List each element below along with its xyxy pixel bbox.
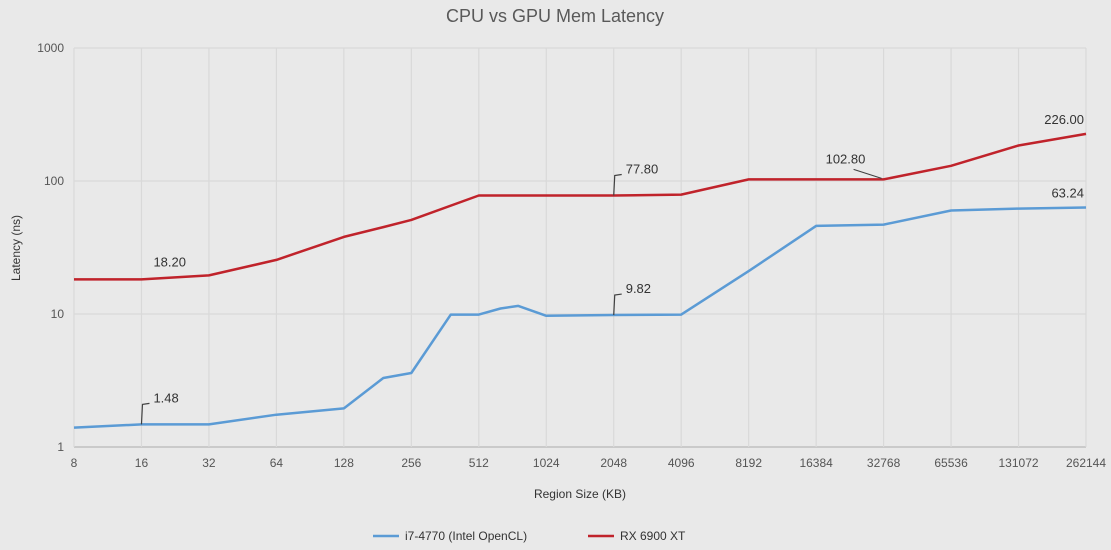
gridlines: [73, 47, 1087, 448]
legend: i7-4770 (Intel OpenCL) RX 6900 XT: [373, 529, 686, 543]
x-tick-label: 128: [334, 456, 354, 470]
y-axis-label: Latency (ns): [9, 215, 23, 281]
x-tick-label: 32768: [867, 456, 901, 470]
series-lines: [73, 132, 1087, 429]
label-leader: [140, 402, 150, 425]
data-labels: 1.48 9.82 63.24 18.20 77.80 102.80 226.00: [140, 112, 1084, 425]
y-axis-ticks: 1 10 100 1000: [37, 41, 64, 454]
x-tick-label: 65536: [934, 456, 968, 470]
chart-title: CPU vs GPU Mem Latency: [446, 6, 664, 26]
x-tick-label: 256: [401, 456, 421, 470]
x-tick-label: 2048: [600, 456, 627, 470]
series-line-cpu: [73, 206, 1087, 429]
x-tick-label: 8192: [735, 456, 762, 470]
x-tick-label: 1024: [533, 456, 560, 470]
x-tick-label: 4096: [668, 456, 695, 470]
label-leader: [853, 168, 882, 179]
x-tick-label: 64: [270, 456, 284, 470]
x-tick-label: 32: [202, 456, 216, 470]
x-tick-label: 512: [469, 456, 489, 470]
x-tick-label: 16: [135, 456, 149, 470]
label-leader: [613, 173, 622, 196]
data-label: 226.00: [1044, 112, 1084, 127]
x-tick-label: 8: [71, 456, 78, 470]
x-tick-label: 16384: [799, 456, 833, 470]
y-tick-label: 1000: [37, 41, 64, 55]
data-label: 18.20: [153, 254, 186, 269]
x-axis-label: Region Size (KB): [534, 487, 626, 501]
series-line-gpu: [74, 132, 1087, 281]
legend-entry: i7-4770 (Intel OpenCL): [405, 529, 527, 543]
data-label: 9.82: [626, 281, 651, 296]
x-tick-label: 262144: [1066, 456, 1106, 470]
x-tick-label: 131072: [999, 456, 1039, 470]
data-label: 63.24: [1051, 185, 1084, 200]
x-axis-ticks: 8 16 32 64 128 256 512 1024 2048 4096 8192 16384 327…: [71, 456, 1107, 470]
data-label: 77.80: [626, 161, 659, 176]
legend-entry: RX 6900 XT: [620, 529, 686, 543]
data-label: 1.48: [153, 390, 178, 405]
label-leader: [613, 293, 622, 316]
data-label: 102.80: [826, 151, 866, 166]
y-tick-label: 100: [44, 174, 64, 188]
y-tick-label: 1: [57, 440, 64, 454]
y-tick-label: 10: [51, 307, 65, 321]
